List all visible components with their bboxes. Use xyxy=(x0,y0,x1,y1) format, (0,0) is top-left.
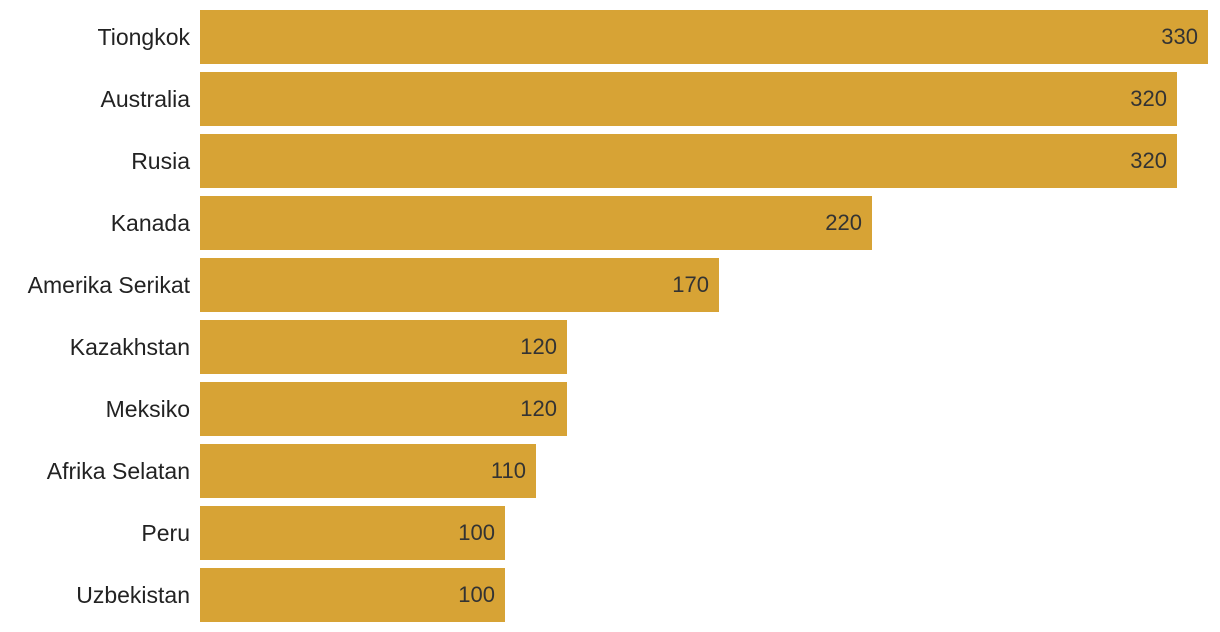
bar-row: Uzbekistan 100 xyxy=(0,568,1220,622)
category-label: Australia xyxy=(100,86,190,112)
value-label: 320 xyxy=(1130,86,1167,111)
category-label: Uzbekistan xyxy=(76,582,190,608)
value-label: 220 xyxy=(825,210,862,235)
bar-row: Afrika Selatan 110 xyxy=(0,444,1220,498)
bar-row: Tiongkok 330 xyxy=(0,10,1220,64)
value-label: 100 xyxy=(458,520,495,545)
category-label: Amerika Serikat xyxy=(27,272,190,298)
category-label: Afrika Selatan xyxy=(46,458,190,484)
bar-row: Rusia 320 xyxy=(0,134,1220,188)
bar: 120 xyxy=(200,320,567,374)
value-label: 120 xyxy=(520,396,557,421)
bar: 320 xyxy=(200,134,1177,188)
bar-row: Kazakhstan 120 xyxy=(0,320,1220,374)
bar: 170 xyxy=(200,258,719,312)
bar: 100 xyxy=(200,506,505,560)
category-label: Meksiko xyxy=(105,396,190,422)
bar: 120 xyxy=(200,382,567,436)
category-label: Kanada xyxy=(110,210,190,236)
value-label: 320 xyxy=(1130,148,1167,173)
value-label: 330 xyxy=(1161,24,1198,49)
bar: 320 xyxy=(200,72,1177,126)
value-label: 110 xyxy=(490,458,526,483)
category-label: Rusia xyxy=(131,148,190,174)
category-label: Tiongkok xyxy=(97,24,190,50)
value-label: 170 xyxy=(672,272,709,297)
category-label: Kazakhstan xyxy=(69,334,190,360)
category-label: Peru xyxy=(141,520,190,546)
bar-row: Amerika Serikat 170 xyxy=(0,258,1220,312)
bar: 110 xyxy=(200,444,536,498)
bar: 220 xyxy=(200,196,872,250)
bar-row: Kanada 220 xyxy=(0,196,1220,250)
bar: 330 xyxy=(200,10,1208,64)
bar-row: Peru 100 xyxy=(0,506,1220,560)
value-label: 120 xyxy=(520,334,557,359)
bar-row: Meksiko 120 xyxy=(0,382,1220,436)
bar: 100 xyxy=(200,568,505,622)
bar-row: Australia 320 xyxy=(0,72,1220,126)
value-label: 100 xyxy=(458,582,495,607)
